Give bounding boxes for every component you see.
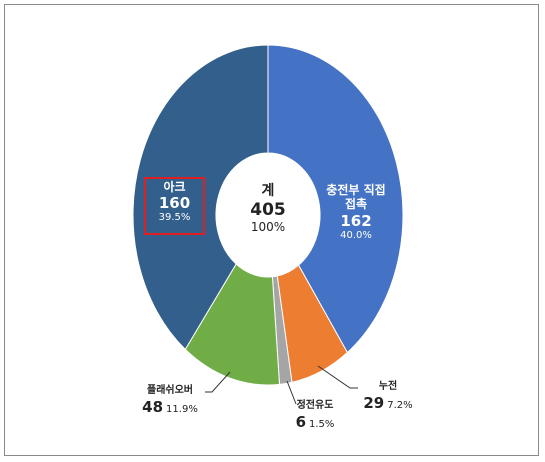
slice-name: 정전유도 [296, 400, 334, 411]
slice-figures: 162 40.0% [325, 212, 387, 242]
slice-percent: 1.5% [309, 419, 335, 430]
slice-count: 29 [363, 394, 385, 412]
slice-name: 누전 [378, 381, 398, 392]
slice-percent: 40.0% [340, 229, 372, 241]
slice-label: 정전유도 6 1.5% [285, 400, 345, 431]
leader-line [286, 380, 297, 405]
slice-percent: 11.9% [166, 404, 198, 415]
slice-count: 160 [158, 194, 191, 213]
frame [4, 4, 539, 456]
slice-figures: 160 39.5% [146, 194, 203, 224]
slice-label: 플래쉬오버 48 11.9% [130, 385, 210, 416]
slice-figures: 29 7.2% [358, 393, 418, 412]
center-percent: 100% [250, 220, 286, 235]
slice-figures: 48 11.9% [130, 397, 210, 416]
slice-count: 162 [340, 211, 372, 230]
center-name: 계 [261, 183, 275, 199]
center-value: 405 [250, 199, 286, 220]
slice-percent: 7.2% [387, 400, 413, 411]
slice-count: 48 [142, 398, 164, 416]
leader-line [317, 365, 358, 389]
center-label: 계 405 100% [218, 183, 318, 235]
slice-percent: 39.5% [158, 212, 191, 224]
slice [132, 44, 269, 351]
slice-name: 충전부 직접접촉 [326, 183, 386, 212]
slice-label: 충전부 직접접촉 162 40.0% [325, 183, 387, 242]
slice-name: 아크 [163, 180, 186, 194]
slice-figures: 6 1.5% [285, 412, 345, 431]
leader-line [205, 371, 231, 393]
slice-label: 아크 160 39.5% [146, 180, 203, 224]
slice-count: 6 [295, 413, 307, 431]
highlight-box [144, 177, 205, 235]
slice-name: 플래쉬오버 [147, 385, 193, 396]
slice [267, 44, 404, 354]
slice-label: 누전 29 7.2% [358, 381, 418, 412]
